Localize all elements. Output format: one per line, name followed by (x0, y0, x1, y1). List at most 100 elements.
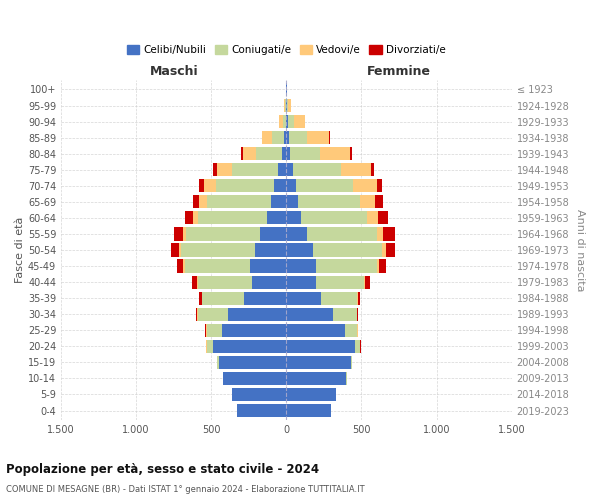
Bar (293, 163, 341, 176)
Bar (207, 324, 222, 337)
Bar (232, 163, 278, 176)
Bar (187, 228, 260, 240)
Bar (321, 292, 357, 304)
Bar (193, 212, 198, 224)
Bar (357, 292, 358, 304)
Bar (378, 212, 388, 224)
Bar (198, 308, 228, 321)
Bar (286, 308, 333, 321)
Bar (307, 228, 377, 240)
Bar (193, 196, 199, 208)
Bar (360, 196, 375, 208)
Legend: Celibi/Nubili, Coniugati/e, Vedovi/e, Divorziati/e: Celibi/Nubili, Coniugati/e, Vedovi/e, Di… (122, 41, 450, 60)
Bar (289, 131, 307, 144)
Bar (345, 324, 357, 337)
Y-axis label: Anni di nascita: Anni di nascita (575, 208, 585, 291)
Bar (287, 115, 295, 128)
Bar (222, 324, 286, 337)
Bar (207, 196, 271, 208)
Bar (250, 260, 286, 272)
Bar (286, 260, 316, 272)
Bar (286, 147, 290, 160)
Bar (278, 163, 286, 176)
Bar (206, 324, 207, 337)
Bar (198, 212, 267, 224)
Bar (286, 179, 296, 192)
Bar (252, 276, 286, 288)
Bar (223, 372, 286, 385)
Bar (286, 244, 313, 256)
Bar (286, 276, 316, 288)
Bar (260, 228, 286, 240)
Bar (170, 244, 179, 256)
Bar (256, 147, 282, 160)
Bar (307, 131, 329, 144)
Bar (217, 163, 232, 176)
Bar (243, 147, 256, 160)
Text: Popolazione per età, sesso e stato civile - 2024: Popolazione per età, sesso e stato civil… (6, 462, 319, 475)
Bar (350, 147, 352, 160)
Bar (286, 372, 346, 385)
Bar (286, 212, 301, 224)
Bar (228, 308, 286, 321)
Bar (193, 276, 197, 288)
Bar (184, 228, 187, 240)
Bar (286, 324, 345, 337)
Bar (377, 228, 383, 240)
Bar (286, 131, 289, 144)
Bar (185, 260, 250, 272)
Bar (217, 356, 219, 369)
Bar (179, 244, 181, 256)
Text: Maschi: Maschi (149, 65, 198, 78)
Bar (316, 260, 377, 272)
Bar (285, 99, 286, 112)
Bar (286, 292, 321, 304)
Bar (216, 179, 274, 192)
Bar (176, 260, 184, 272)
Bar (197, 276, 198, 288)
Bar (379, 260, 386, 272)
Bar (341, 163, 371, 176)
Bar (185, 212, 193, 224)
Bar (271, 196, 286, 208)
Bar (237, 404, 286, 417)
Bar (289, 99, 290, 112)
Bar (329, 131, 330, 144)
Bar (286, 196, 298, 208)
Bar (241, 147, 243, 160)
Bar (282, 147, 286, 160)
Bar (333, 308, 357, 321)
Bar (198, 276, 252, 288)
Bar (272, 131, 284, 144)
Bar (199, 196, 207, 208)
Bar (353, 179, 377, 192)
Bar (358, 292, 360, 304)
Bar (202, 292, 244, 304)
Bar (286, 228, 307, 240)
Bar (283, 115, 286, 128)
Bar (286, 388, 336, 401)
Bar (274, 179, 286, 192)
Bar (286, 340, 355, 353)
Bar (173, 228, 184, 240)
Text: COMUNE DI MESAGNE (BR) - Dati ISTAT 1° gennaio 2024 - Elaborazione TUTTITALIA.IT: COMUNE DI MESAGNE (BR) - Dati ISTAT 1° g… (6, 485, 365, 494)
Bar (367, 212, 378, 224)
Bar (375, 196, 383, 208)
Bar (205, 324, 206, 337)
Bar (377, 260, 379, 272)
Bar (262, 131, 272, 144)
Bar (286, 404, 331, 417)
Bar (290, 147, 320, 160)
Bar (196, 308, 197, 321)
Bar (244, 292, 286, 304)
Bar (286, 115, 287, 128)
Bar (296, 179, 353, 192)
Bar (255, 244, 286, 256)
Bar (365, 276, 370, 288)
Bar (267, 212, 286, 224)
Bar (286, 356, 351, 369)
Bar (184, 260, 185, 272)
Bar (386, 244, 395, 256)
Bar (313, 244, 382, 256)
Y-axis label: Fasce di età: Fasce di età (15, 217, 25, 283)
